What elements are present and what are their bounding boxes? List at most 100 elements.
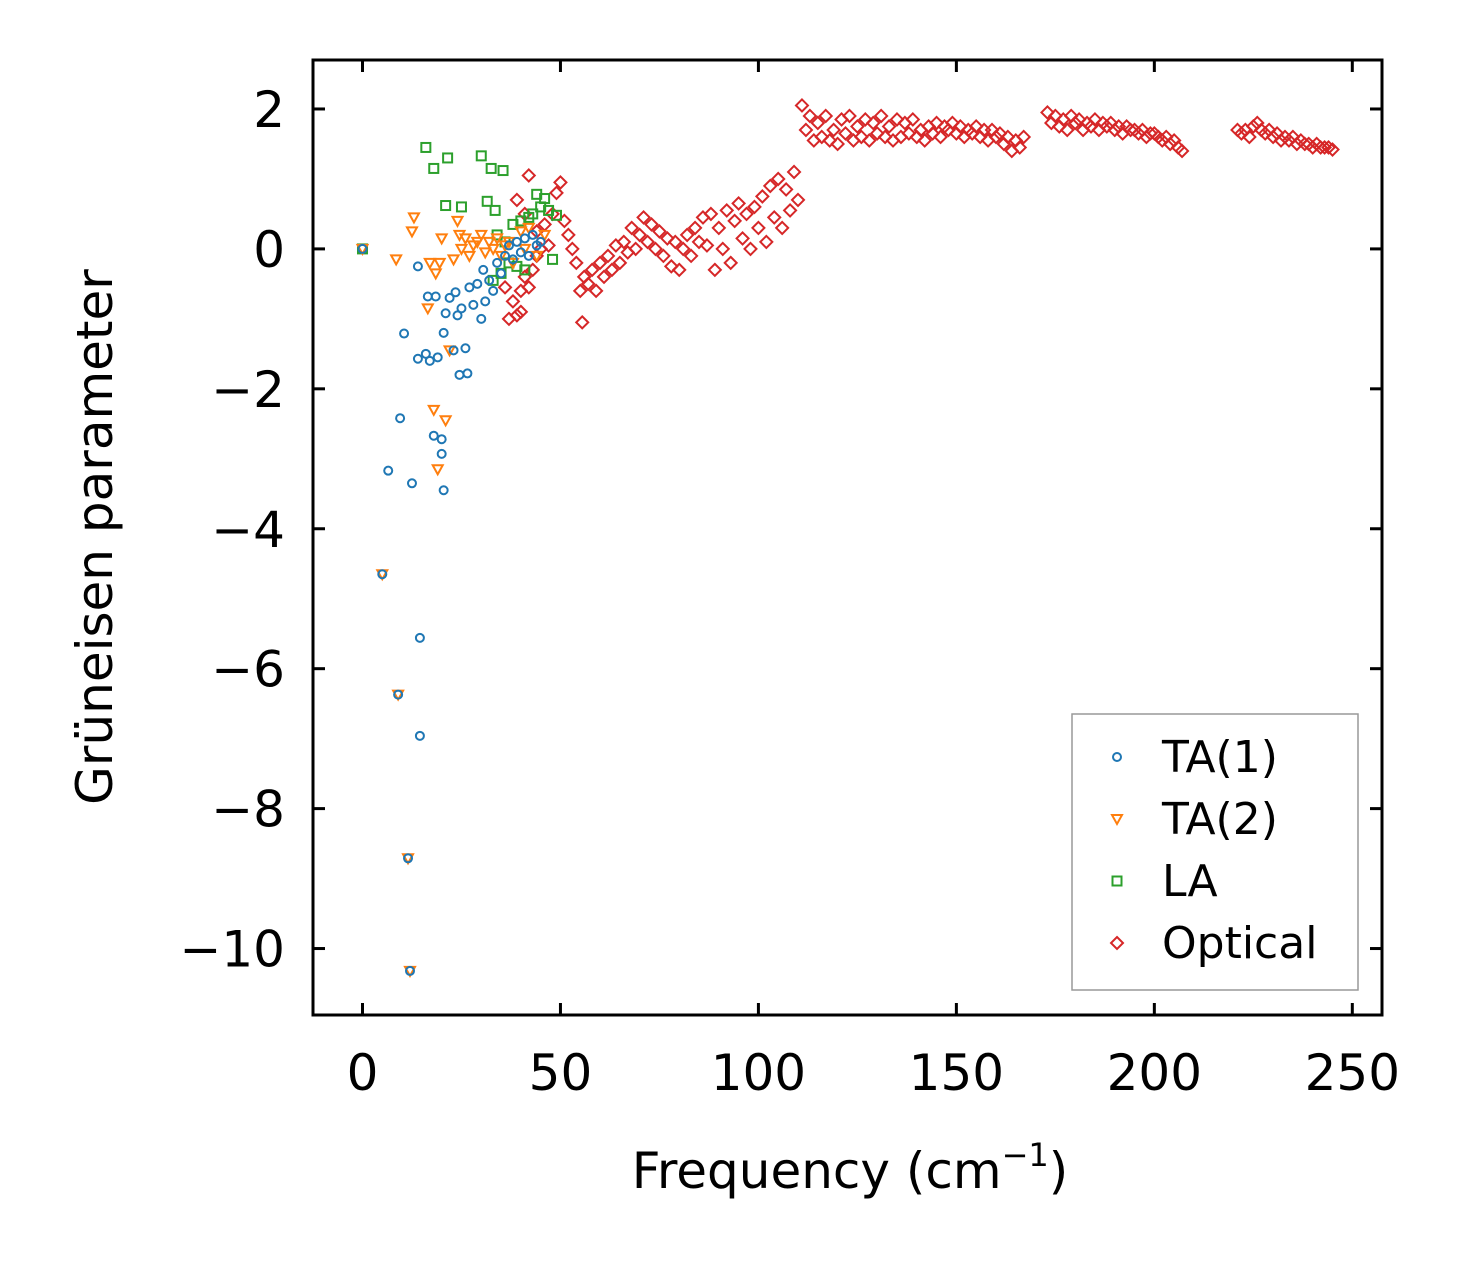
data-point bbox=[519, 233, 530, 244]
data-point bbox=[414, 730, 425, 741]
legend: TA(1) TA(2) LA Optical bbox=[1071, 713, 1359, 991]
data-point bbox=[786, 164, 802, 180]
data-point bbox=[522, 222, 536, 235]
data-point bbox=[640, 234, 655, 250]
data-point bbox=[802, 108, 818, 124]
data-point bbox=[1040, 105, 1055, 120]
data-point bbox=[424, 355, 435, 366]
legend-label: Optical bbox=[1162, 918, 1317, 969]
data-point bbox=[1123, 122, 1139, 138]
data-point bbox=[584, 262, 600, 278]
data-point bbox=[560, 227, 576, 243]
data-point bbox=[446, 254, 461, 267]
data-point bbox=[462, 368, 473, 379]
data-point bbox=[751, 220, 766, 236]
data-point bbox=[861, 133, 877, 148]
data-point bbox=[624, 220, 640, 236]
data-point bbox=[794, 98, 810, 113]
data-point bbox=[462, 250, 477, 263]
data-point bbox=[703, 206, 719, 222]
data-point bbox=[436, 448, 447, 459]
data-point bbox=[810, 115, 826, 131]
series-ta-1 bbox=[357, 229, 546, 976]
data-point bbox=[636, 210, 652, 225]
data-point bbox=[1281, 133, 1297, 148]
y-axis-label: Grüneisen parameter bbox=[66, 269, 124, 805]
data-point bbox=[357, 243, 368, 254]
data-point bbox=[667, 234, 683, 250]
data-point bbox=[905, 112, 921, 127]
data-point bbox=[487, 274, 499, 286]
data-point bbox=[432, 257, 447, 270]
x-tick-label: 150 bbox=[909, 1044, 1004, 1102]
data-point bbox=[1012, 140, 1028, 155]
data-point bbox=[1162, 136, 1178, 152]
data-point bbox=[480, 296, 491, 307]
x-tick-label: 250 bbox=[1305, 1044, 1400, 1102]
x-axis-label: Frequency (cm−1) bbox=[632, 1136, 1069, 1200]
data-point bbox=[782, 203, 798, 218]
data-point bbox=[798, 122, 814, 138]
data-point bbox=[857, 112, 873, 127]
data-point bbox=[497, 165, 509, 177]
x-tick-label: 50 bbox=[529, 1044, 593, 1102]
data-point bbox=[747, 199, 762, 215]
data-point bbox=[572, 283, 588, 299]
data-point bbox=[529, 250, 544, 263]
data-point bbox=[655, 248, 671, 264]
data-point bbox=[754, 189, 770, 204]
data-point bbox=[933, 129, 948, 145]
data-point bbox=[842, 108, 857, 124]
data-point bbox=[1265, 129, 1281, 145]
data-point bbox=[574, 314, 590, 330]
data-point bbox=[428, 430, 439, 441]
data-point bbox=[406, 478, 417, 489]
data-point bbox=[436, 434, 447, 445]
data-point bbox=[616, 234, 632, 250]
data-point bbox=[432, 352, 443, 363]
data-point bbox=[719, 203, 735, 218]
data-point bbox=[612, 255, 628, 271]
data-point bbox=[778, 182, 794, 197]
data-point bbox=[691, 234, 707, 250]
data-point bbox=[715, 241, 731, 257]
data-point bbox=[500, 250, 511, 261]
data-point bbox=[494, 250, 508, 263]
data-point bbox=[1257, 126, 1273, 141]
x-axis-label-end: ) bbox=[1049, 1142, 1069, 1200]
data-point bbox=[431, 464, 445, 477]
x-tick-label: 0 bbox=[347, 1044, 379, 1102]
y-tick-label: 0 bbox=[253, 221, 285, 279]
data-point bbox=[1016, 129, 1032, 145]
data-point bbox=[644, 216, 659, 232]
data-point bbox=[490, 233, 504, 246]
data-point bbox=[731, 196, 747, 211]
data-point bbox=[511, 236, 522, 247]
data-point bbox=[699, 237, 715, 253]
data-point bbox=[925, 126, 941, 141]
data-point bbox=[711, 220, 727, 236]
data-point bbox=[507, 218, 519, 230]
data-point bbox=[727, 213, 743, 229]
data-point bbox=[917, 133, 933, 148]
data-point bbox=[414, 632, 425, 643]
data-point bbox=[679, 227, 695, 243]
data-point bbox=[1174, 143, 1190, 159]
data-point bbox=[509, 307, 525, 323]
data-point bbox=[553, 175, 568, 190]
data-point bbox=[580, 276, 596, 292]
data-point bbox=[1099, 119, 1115, 134]
data-point bbox=[521, 168, 537, 183]
data-point bbox=[497, 279, 513, 295]
data-point bbox=[881, 119, 897, 134]
data-point bbox=[464, 282, 475, 293]
data-point bbox=[488, 285, 499, 296]
data-point bbox=[527, 208, 539, 220]
data-point bbox=[405, 226, 419, 239]
data-point bbox=[889, 112, 905, 127]
data-point bbox=[663, 258, 679, 274]
data-point bbox=[770, 171, 786, 187]
data-point bbox=[420, 141, 432, 153]
data-point bbox=[496, 268, 507, 279]
data-point bbox=[739, 206, 754, 222]
